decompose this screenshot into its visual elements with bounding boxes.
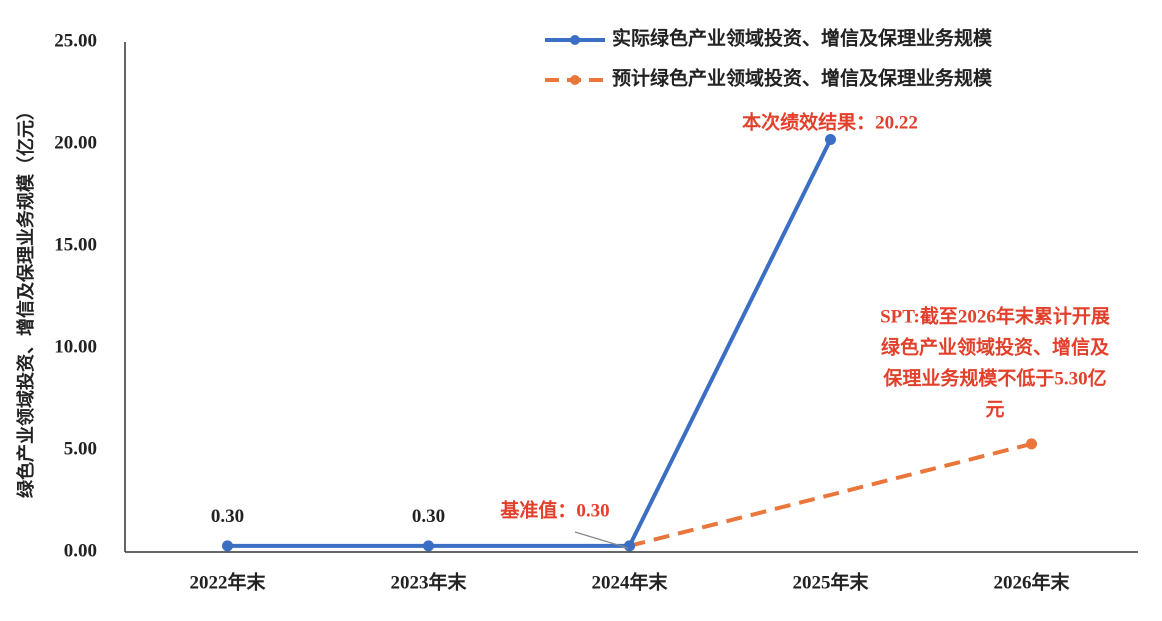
point	[222, 540, 233, 552]
y-axis-label: 绿色产业领域投资、增信及保理业务规模（亿元）	[15, 102, 36, 498]
annotation: 基准值：0.30	[499, 498, 609, 521]
annotation: SPT:截至2026年末累计开展	[880, 304, 1110, 327]
y-tick-label: 25.00	[54, 30, 97, 51]
legend-marker	[570, 75, 580, 85]
y-tick-label: 20.00	[54, 132, 97, 153]
point	[423, 540, 434, 552]
x-tick-label: 2024年末	[591, 570, 668, 593]
annotation: 保理业务规模不低于5.30亿	[882, 366, 1106, 389]
x-tick-label: 2022年末	[189, 570, 266, 593]
point	[624, 540, 635, 552]
data-label: 0.30	[412, 506, 445, 527]
annotation: 本次绩效结果：20.22	[742, 110, 918, 133]
legend-label: 实际绿色产业领域投资、增信及保理业务规模	[612, 26, 993, 49]
annotation: 绿色产业领域投资、增信及	[881, 335, 1110, 358]
x-tick-label: 2025年末	[792, 570, 869, 593]
point	[1026, 438, 1037, 450]
annotation: 元	[985, 399, 1004, 420]
series-line	[227, 138, 833, 548]
leader-line	[574, 531, 629, 549]
x-tick-label: 2026年末	[993, 570, 1070, 593]
legend-marker	[570, 35, 580, 45]
series-line	[629, 441, 1032, 548]
data-label: 0.30	[211, 506, 244, 527]
y-tick-label: 15.00	[54, 234, 97, 255]
x-tick-label: 2023年末	[390, 570, 467, 593]
legend-label: 预计绿色产业领域投资、增信及保理业务规模	[612, 66, 993, 89]
point	[825, 134, 836, 146]
y-tick-label: 5.00	[64, 438, 97, 459]
y-tick-label: 10.00	[54, 336, 97, 357]
y-tick-label: 0.00	[64, 540, 97, 561]
